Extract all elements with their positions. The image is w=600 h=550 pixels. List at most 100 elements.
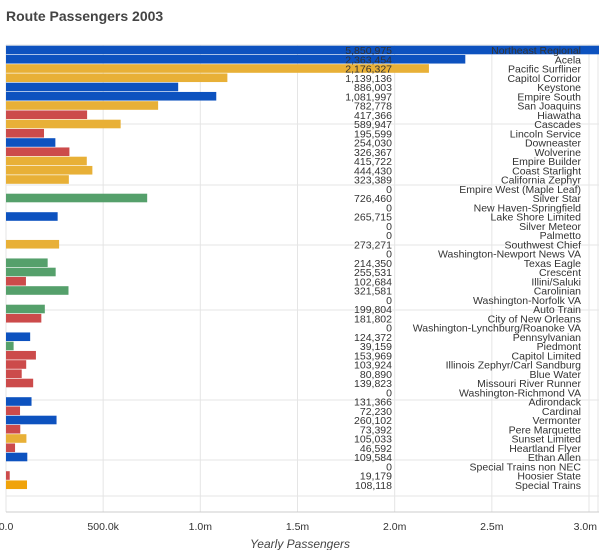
bar[interactable] bbox=[6, 397, 32, 406]
bar[interactable] bbox=[6, 175, 69, 184]
bar[interactable] bbox=[6, 147, 70, 157]
bar[interactable] bbox=[6, 82, 179, 92]
bar-value-label: 139,823 bbox=[354, 378, 392, 390]
bar-value-label: 19,179 bbox=[360, 471, 392, 483]
x-tick-label: 500.0k bbox=[87, 521, 119, 533]
bar[interactable] bbox=[6, 480, 28, 490]
bar-category-label: Texas Eagle bbox=[524, 258, 581, 270]
bar-category-label: Sunset Limited bbox=[512, 434, 582, 446]
bar[interactable] bbox=[6, 406, 21, 416]
bar[interactable] bbox=[6, 91, 217, 101]
bar-category-label: Southwest Chief bbox=[505, 239, 582, 251]
bar-category-label: Silver Meteor bbox=[519, 221, 581, 233]
bar-value-label: 214,350 bbox=[354, 258, 392, 270]
bar-value-label: 1,139,136 bbox=[345, 73, 392, 85]
bar[interactable] bbox=[6, 138, 56, 147]
bar-value-label: 102,684 bbox=[354, 276, 392, 288]
bar-category-label: Hoosier State bbox=[517, 471, 581, 483]
bar-category-label: Empire Builder bbox=[512, 156, 581, 168]
bar-category-label: Pacific Surfliner bbox=[508, 64, 581, 76]
bar-value-label: 0 bbox=[386, 202, 392, 214]
bar-value-label: 2,363,454 bbox=[345, 54, 392, 66]
bar-value-label: 80,890 bbox=[360, 369, 392, 381]
bar[interactable] bbox=[6, 101, 159, 110]
x-tick-label: 1.0m bbox=[189, 521, 213, 533]
bar[interactable] bbox=[6, 415, 57, 425]
bar-value-label: 726,460 bbox=[354, 193, 392, 205]
bar-value-label: 0 bbox=[386, 221, 392, 233]
bar[interactable] bbox=[6, 239, 60, 249]
bar-category-label: Capitol Limited bbox=[512, 350, 582, 362]
bar[interactable] bbox=[6, 286, 69, 295]
bar-value-label: 199,804 bbox=[354, 304, 392, 316]
bar-category-label: Keystone bbox=[537, 82, 581, 94]
bar-category-label: Washington-Lynchburg/Roanoke VA bbox=[413, 323, 581, 335]
bar-value-label: 265,715 bbox=[354, 212, 392, 224]
bar-category-label: Auto Train bbox=[533, 304, 581, 316]
bar-category-label: Heartland Flyer bbox=[509, 443, 581, 455]
bar-value-label: 46,592 bbox=[360, 443, 392, 455]
bar-value-label: 72,230 bbox=[360, 406, 392, 418]
bar[interactable] bbox=[6, 193, 148, 203]
bar[interactable] bbox=[6, 304, 45, 314]
bar-category-label: Blue Water bbox=[529, 369, 581, 381]
bar[interactable] bbox=[6, 360, 27, 369]
bar-category-label: Washington-Newport News VA bbox=[438, 249, 581, 261]
bar-category-label: Pennsylvanian bbox=[513, 332, 581, 344]
bar[interactable] bbox=[6, 313, 42, 323]
bar-value-label: 589,947 bbox=[354, 119, 392, 131]
bar-value-label: 255,531 bbox=[354, 267, 392, 279]
bar-value-label: 1,081,997 bbox=[345, 91, 392, 103]
bar-category-label: Wolverine bbox=[535, 147, 582, 159]
bar[interactable] bbox=[6, 128, 45, 138]
bar-category-label: Palmetto bbox=[540, 230, 582, 242]
bar-value-label: 0 bbox=[386, 230, 392, 242]
bar-category-label: Illini/Saluki bbox=[531, 276, 581, 288]
bar-category-label: Missouri River Runner bbox=[477, 378, 581, 390]
x-axis-title: Yearly Passengers bbox=[250, 537, 350, 550]
bar[interactable] bbox=[6, 45, 599, 55]
bar[interactable] bbox=[6, 471, 10, 480]
bar-value-label: 323,389 bbox=[354, 175, 392, 187]
bar[interactable] bbox=[6, 156, 87, 166]
bar-category-label: Piedmont bbox=[537, 341, 581, 353]
bar[interactable] bbox=[6, 212, 58, 221]
bar[interactable] bbox=[6, 258, 48, 268]
bar-category-label: City of New Orleans bbox=[488, 313, 581, 325]
bar-category-label: Coast Starlight bbox=[512, 165, 581, 177]
x-tick-label: 2.5m bbox=[480, 521, 504, 533]
bar-category-label: Empire West (Maple Leaf) bbox=[459, 184, 581, 196]
bar-value-label: 260,102 bbox=[354, 415, 392, 427]
bar[interactable] bbox=[6, 378, 34, 388]
bar-value-label: 181,802 bbox=[354, 313, 392, 325]
bar[interactable] bbox=[6, 110, 88, 120]
bar[interactable] bbox=[6, 452, 28, 462]
bar[interactable] bbox=[6, 350, 36, 360]
bar[interactable] bbox=[6, 165, 93, 175]
bar-value-label: 108,118 bbox=[355, 480, 392, 492]
bar-category-label: Washington-Norfolk VA bbox=[473, 295, 581, 307]
bar[interactable] bbox=[6, 73, 228, 83]
bar[interactable] bbox=[6, 443, 16, 453]
bar[interactable] bbox=[6, 64, 429, 73]
bar-category-label: Cardinal bbox=[542, 406, 581, 418]
bar[interactable] bbox=[6, 341, 14, 351]
bar-category-label: San Joaquins bbox=[517, 101, 581, 113]
bar-value-label: 103,924 bbox=[354, 360, 392, 372]
bar-category-label: Acela bbox=[555, 54, 581, 66]
bar-category-label: Special Trains bbox=[515, 480, 581, 492]
bar[interactable] bbox=[6, 54, 466, 64]
bar[interactable] bbox=[6, 267, 56, 277]
bar-category-label: Crescent bbox=[539, 267, 581, 279]
bar-value-label: 153,969 bbox=[354, 350, 392, 362]
bar-value-label: 886,003 bbox=[354, 82, 392, 94]
bar[interactable] bbox=[6, 119, 121, 129]
bar[interactable] bbox=[6, 434, 27, 443]
bar[interactable] bbox=[6, 369, 22, 379]
bar-category-label: Empire South bbox=[517, 91, 581, 103]
bar[interactable] bbox=[6, 276, 26, 286]
bar-value-label: 254,030 bbox=[354, 138, 392, 150]
bar-category-label: Ethan Allen bbox=[528, 452, 581, 464]
bar[interactable] bbox=[6, 332, 31, 342]
bar[interactable] bbox=[6, 424, 21, 434]
